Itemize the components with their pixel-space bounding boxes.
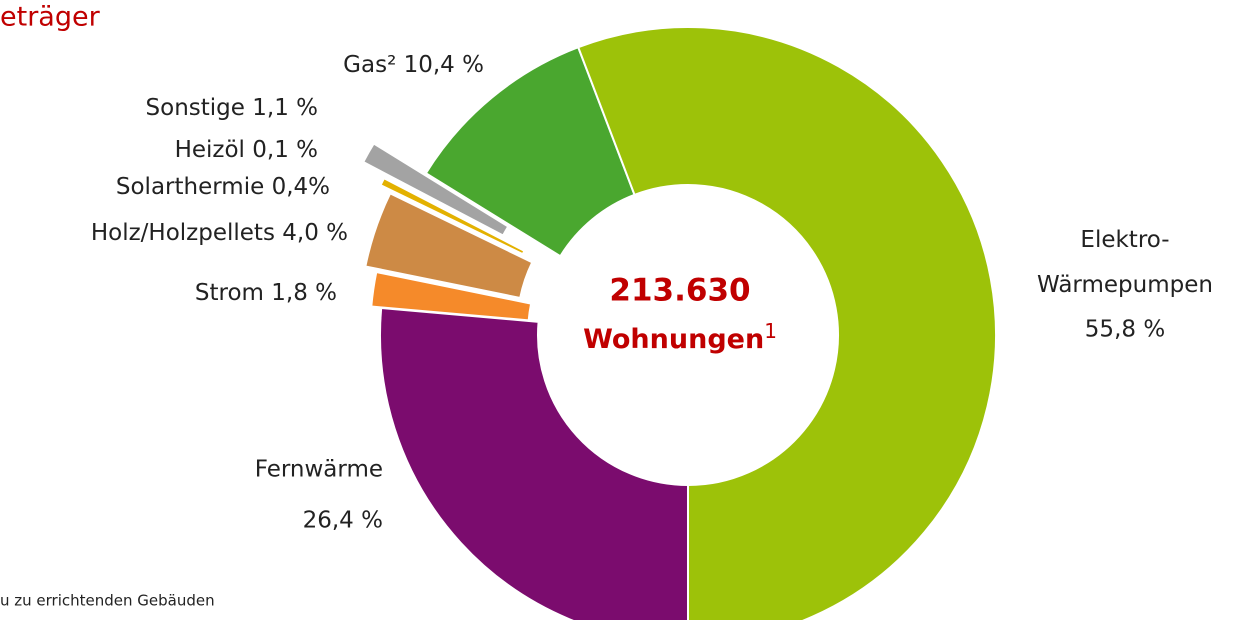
value-label: 4,0 % <box>282 220 348 246</box>
value-label: 0,4% <box>272 174 330 200</box>
slice <box>370 168 515 246</box>
slice <box>576 26 997 620</box>
donut <box>361 26 997 620</box>
center-note: 1 <box>764 319 777 343</box>
slice-label: Strom 1,8 % <box>195 280 337 306</box>
slice-label: Holz/Holzpellets 4,0 % <box>91 220 348 246</box>
category-label: Sonstige <box>146 95 245 121</box>
value-label: 0,1 % <box>252 137 318 163</box>
slice <box>370 270 533 322</box>
value-label: 26,4 % <box>303 508 383 534</box>
category-line: Wärmepumpen <box>1037 272 1213 298</box>
slice <box>379 176 526 256</box>
slice-label: Gas² 10,4 % <box>343 52 484 78</box>
slice <box>364 191 534 300</box>
slice <box>379 306 689 620</box>
value-label: 1,1 % <box>252 95 318 121</box>
value-label: 55,8 % <box>1085 317 1165 343</box>
category-label: Holz/Holzpellets <box>91 220 275 246</box>
category-label: Fernwärme <box>255 457 383 483</box>
slice-label: Solarthermie 0,4% <box>116 174 330 200</box>
center-value: 213.630 <box>609 273 750 309</box>
category-label: Solarthermie <box>116 174 264 200</box>
category-label: Strom <box>195 280 264 306</box>
title: eträger <box>0 2 101 33</box>
slice-label: Sonstige 1,1 % <box>146 95 318 121</box>
center-unit: Wohnungen1 <box>583 319 777 355</box>
center-unit-text: Wohnungen <box>583 324 764 355</box>
value-label: 1,8 % <box>271 280 337 306</box>
category-label: Elektro- Wärmepumpen <box>1037 227 1213 298</box>
category-line: Elektro- <box>1080 227 1169 253</box>
value-label: 10,4 % <box>404 52 484 78</box>
footnote: u zu errichtenden Gebäuden <box>0 592 215 610</box>
slice-label: Heizöl 0,1 % <box>175 137 318 163</box>
category-label: Gas² <box>343 52 396 78</box>
slice <box>361 142 510 237</box>
category-label: Heizöl <box>175 137 245 163</box>
